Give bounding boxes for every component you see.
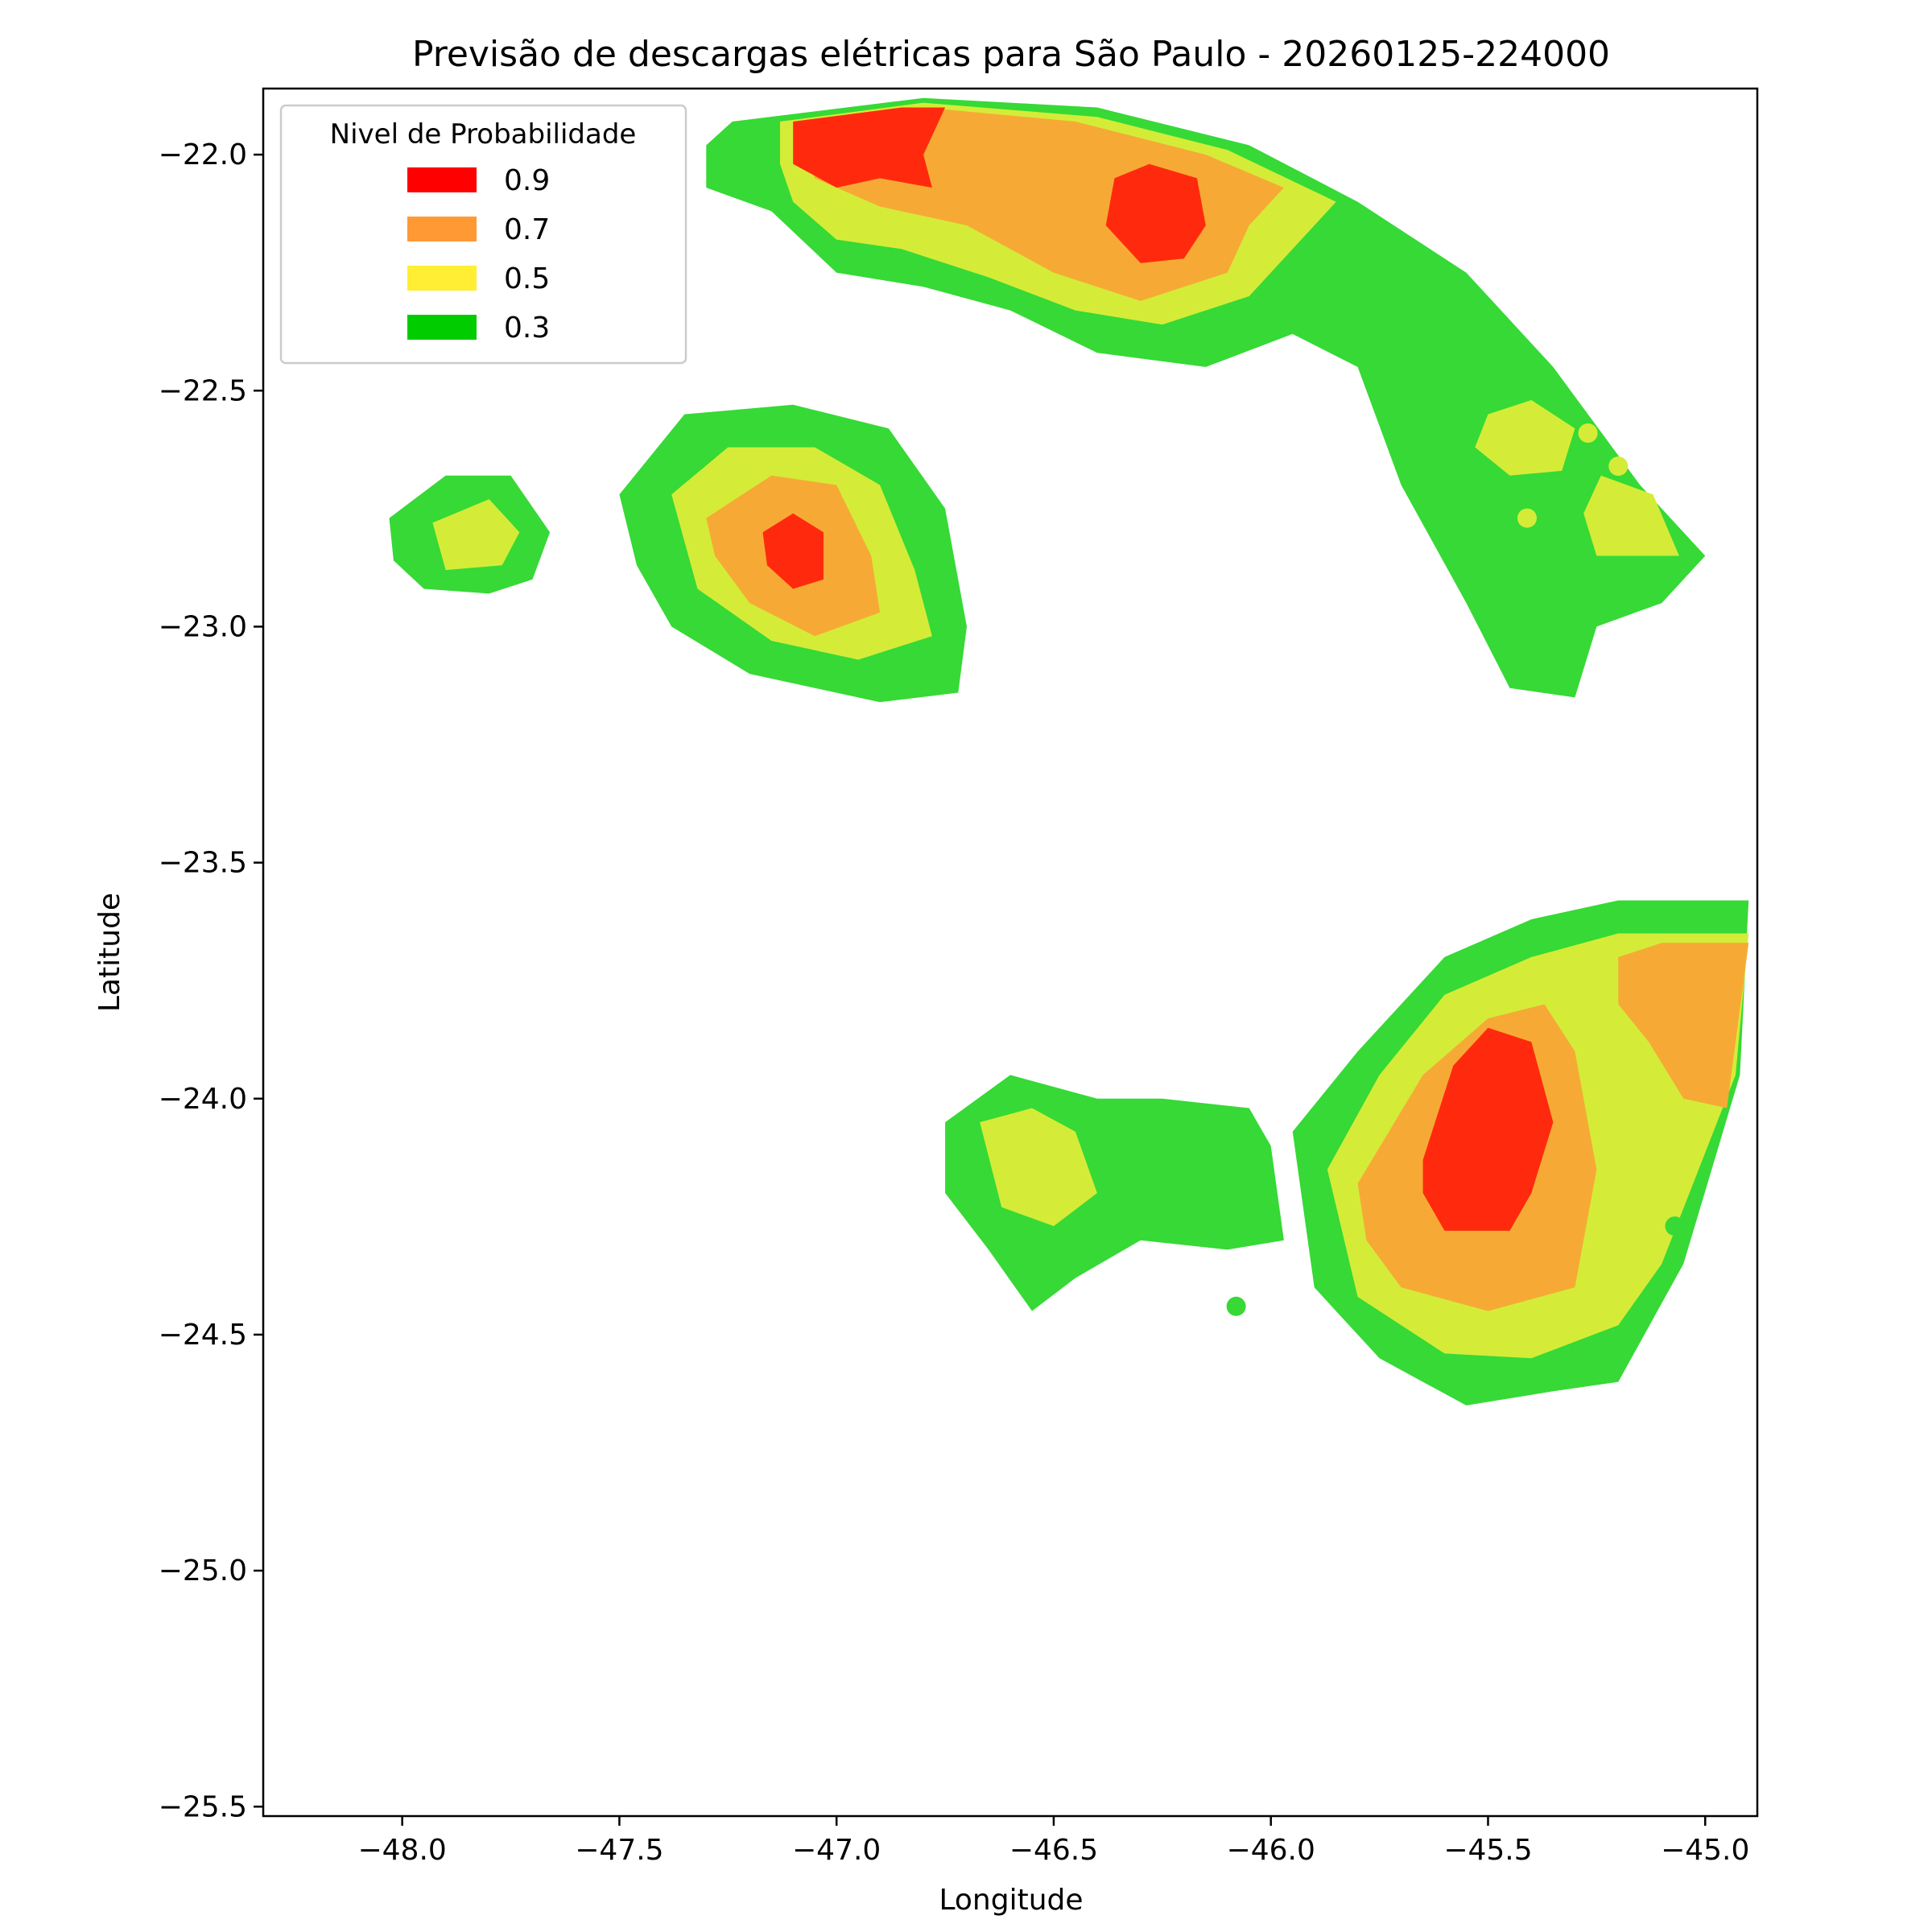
legend-label: 0.7 (504, 213, 550, 246)
y-tick-label: −24.5 (159, 1319, 247, 1352)
x-tick-label: −46.5 (1009, 1834, 1098, 1867)
x-tick-label: −46.0 (1227, 1834, 1315, 1867)
y-tick-label: −22.5 (159, 374, 247, 407)
y-tick-label: −24.0 (159, 1083, 247, 1116)
legend-items: 0.9 0.7 0.5 0.3 (407, 164, 550, 345)
probability-marker (1517, 508, 1537, 528)
y-tick-label: −23.0 (159, 610, 247, 643)
north-arc-level-0-9 (793, 107, 946, 188)
legend-label: 0.5 (504, 262, 550, 295)
legend-swatch (407, 217, 477, 242)
legend-swatch (407, 315, 477, 340)
legend-title: Nivel de Probabilidade (330, 118, 637, 151)
x-tick-label: −48.0 (357, 1834, 446, 1867)
x-axis-label: Longitude (939, 1884, 1083, 1917)
contour-markers (1226, 423, 1685, 1316)
y-tick-label: −23.5 (159, 847, 247, 880)
y-tick-label: −22.0 (159, 138, 247, 171)
south-east-cell-right-level-0-7 (1618, 943, 1749, 1108)
legend: Nivel de Probabilidade 0.9 0.7 0.5 0.3 (279, 104, 687, 365)
contour-regions (389, 97, 1749, 1406)
probability-marker (1665, 1216, 1685, 1236)
legend-swatch (407, 167, 477, 192)
legend-swatch (407, 266, 477, 291)
x-tick-label: −47.5 (575, 1834, 663, 1867)
probability-marker (1608, 456, 1629, 477)
north-arc-level-0-9 (1105, 163, 1206, 263)
south-west-cell-level-0-5 (980, 1108, 1097, 1227)
x-axis: −48.0 −47.5 −47.0 −46.5 −46.0 −45.5 −45.0 (357, 1816, 1749, 1867)
x-tick-label: −47.0 (792, 1834, 881, 1867)
south-east-cell-level-0-9 (1422, 1027, 1554, 1231)
y-tick-label: −25.0 (159, 1554, 247, 1587)
y-axis-label: Latitude (93, 893, 126, 1012)
y-tick-label: −25.5 (159, 1790, 247, 1823)
northeast-strip-yellow-1-level-0-5 (1475, 400, 1575, 476)
legend-label: 0.3 (504, 312, 550, 345)
central-cell-level-0-9 (762, 513, 824, 589)
y-axis: −22.0 −22.5 −23.0 −23.5 −24.0 −24.5 −25.0 −25.5 (159, 138, 263, 1823)
probability-marker (1578, 423, 1598, 443)
northeast-strip-yellow-2-level-0-5 (1583, 475, 1679, 556)
chart-title: Previsão de descargas elétricas para São… (412, 34, 1610, 75)
west-cell-level-0-5 (432, 499, 520, 571)
x-tick-label: −45.0 (1661, 1834, 1749, 1867)
legend-label: 0.9 (504, 164, 550, 197)
probability-marker (1226, 1296, 1246, 1316)
legend-box (279, 104, 687, 365)
plot-frame (262, 87, 1759, 1818)
x-tick-label: −45.5 (1443, 1834, 1532, 1867)
